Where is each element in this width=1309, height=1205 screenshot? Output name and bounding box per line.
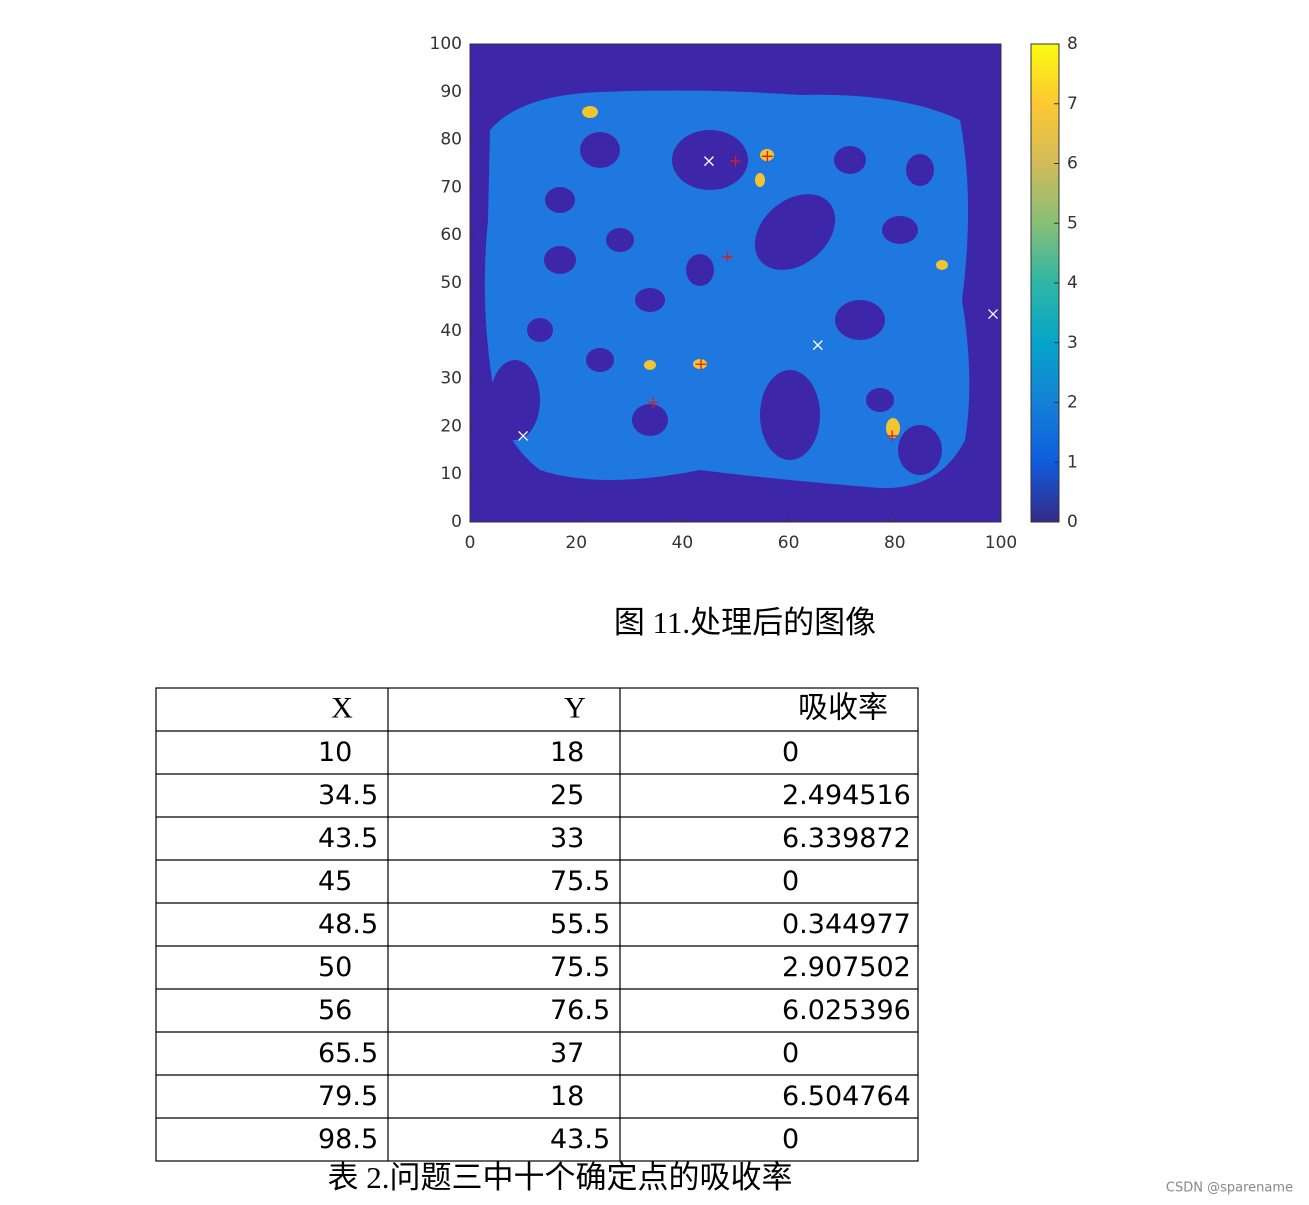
y-tick-label: 10 [440, 464, 462, 484]
point-marker [695, 358, 707, 370]
x-tick-label: 60 [778, 533, 800, 553]
x-tick-label: 40 [672, 533, 694, 553]
colorbar-tick-label: 2 [1067, 393, 1078, 413]
colorbar-tick-label: 4 [1067, 273, 1078, 293]
y-tick-label: 40 [440, 321, 462, 341]
table-cell: 2.494516 [782, 780, 911, 811]
figure-caption: 图 11.处理后的图像 [614, 605, 876, 640]
table-header-cell: X [331, 691, 353, 724]
table-cell: 75.5 [550, 952, 610, 983]
y-tick-label: 20 [440, 416, 462, 436]
table-cell: 34.5 [318, 780, 378, 811]
y-tick-label: 50 [440, 273, 462, 293]
table-cell: 0 [782, 737, 799, 768]
table-cell: 79.5 [318, 1081, 378, 1112]
table-cell: 18 [550, 737, 584, 768]
table-cell: 55.5 [550, 909, 610, 940]
colorbar-tick-label: 0 [1067, 512, 1078, 532]
point-marker [518, 431, 529, 441]
point-marker [647, 397, 659, 408]
point-marker [703, 156, 714, 167]
heatmap-image [469, 43, 1002, 523]
watermark: CSDN @sparename [1166, 1181, 1293, 1196]
table-border [155, 687, 919, 1162]
point-marker [886, 430, 898, 442]
table-cell: 65.5 [318, 1038, 378, 1069]
table-cell: 50 [318, 952, 352, 983]
x-tick-label: 0 [465, 533, 476, 553]
y-tick-label: 100 [430, 34, 462, 54]
point-marker [812, 340, 823, 351]
colorbar-tick-label: 7 [1067, 94, 1078, 114]
table-cell: 48.5 [318, 909, 378, 940]
point-marker [730, 155, 741, 167]
table-cell: 98.5 [318, 1124, 378, 1155]
table-cell: 0 [782, 1038, 799, 1069]
table-header-cell: Y [564, 691, 586, 724]
x-tick-label: 80 [884, 533, 906, 553]
y-tick-label: 90 [440, 82, 462, 102]
table-cell: 43.5 [318, 823, 378, 854]
heatmap-region [484, 90, 970, 489]
y-tick-label: 30 [440, 369, 462, 389]
table-cell: 25 [550, 780, 584, 811]
table-cell: 6.339872 [782, 823, 911, 854]
table-cell: 0.344977 [782, 909, 911, 940]
table-cell: 6.504764 [782, 1081, 911, 1112]
point-marker [722, 251, 734, 263]
colorbar-tick-label: 5 [1067, 213, 1078, 233]
table-cell: 56 [318, 995, 352, 1026]
table-cell: 75.5 [550, 866, 610, 897]
table-cell: 2.907502 [782, 952, 911, 983]
point-marker [988, 309, 998, 320]
y-tick-label: 80 [440, 130, 462, 150]
heatmap-holes [490, 130, 942, 475]
x-tick-label: 100 [985, 533, 1017, 553]
y-tick-label: 70 [440, 177, 462, 197]
colorbar-tick-label: 3 [1067, 333, 1078, 353]
table-cell: 0 [782, 1124, 799, 1155]
table-cell: 43.5 [550, 1124, 610, 1155]
table-cell: 0 [782, 866, 799, 897]
y-tick-label: 60 [440, 225, 462, 245]
table-cell: 10 [318, 737, 352, 768]
table-caption: 表 2.问题三中十个确定点的吸收率 [328, 1160, 793, 1195]
table-cell: 45 [318, 866, 352, 897]
table-cell: 37 [550, 1038, 584, 1069]
table-cell: 6.025396 [782, 995, 911, 1026]
colorbar-tick-label: 1 [1067, 452, 1078, 472]
table-cell: 18 [550, 1081, 584, 1112]
y-tick-label: 0 [451, 512, 462, 532]
table-cell: 33 [550, 823, 584, 854]
table-cell: 76.5 [550, 995, 610, 1026]
colorbar-tick-label: 8 [1067, 34, 1078, 54]
heatmap-hotspots [582, 106, 948, 438]
table-header-cell: 吸收率 [798, 691, 888, 724]
point-marker [761, 150, 773, 162]
colorbar-tick-label: 6 [1067, 154, 1078, 174]
x-tick-label: 20 [565, 533, 587, 553]
